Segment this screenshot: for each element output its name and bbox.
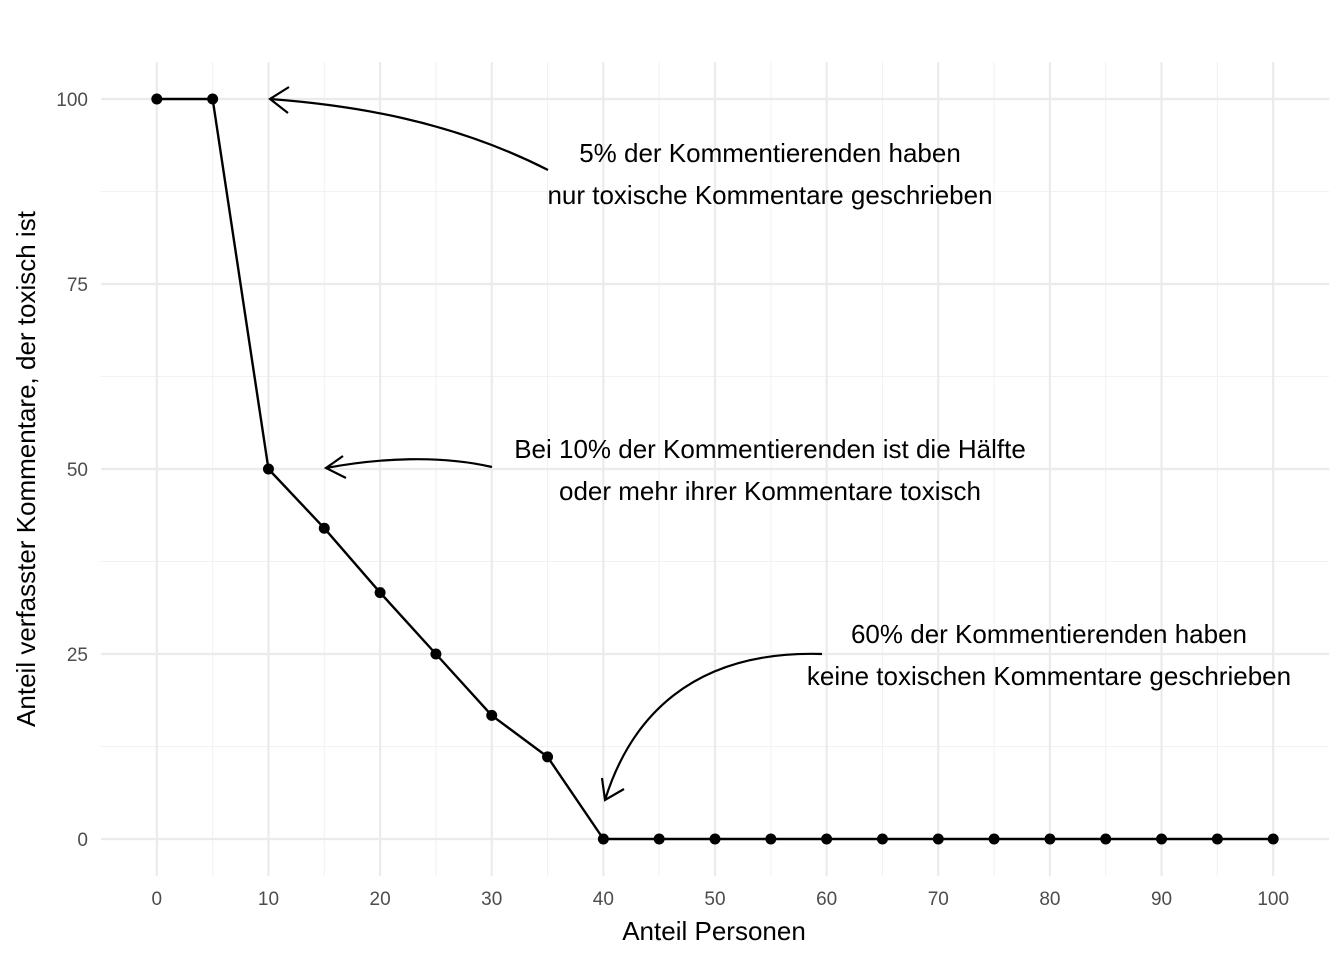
data-points [151,93,1279,845]
grid [101,62,1329,876]
x-axis-title: Anteil Personen [622,916,806,946]
x-tick-label: 40 [593,889,614,910]
data-point [207,93,219,105]
x-tick-label: 10 [258,889,279,910]
x-tick-label: 50 [704,889,725,910]
x-tick-label: 70 [928,889,949,910]
data-point [1211,833,1223,845]
x-tick-label: 90 [1151,889,1172,910]
x-tick-label: 30 [481,889,502,910]
data-point [1100,833,1112,845]
y-tick-label: 50 [67,460,88,481]
data-point [151,93,163,105]
y-axis-title: Anteil verfasster Kommentare, der toxisc… [11,210,41,727]
annotation-arrowhead-2 [323,455,347,479]
data-point [597,833,609,845]
data-point [262,463,274,475]
annotation-arrow-2 [325,458,493,470]
annotation-arrows [268,86,823,802]
y-tick-label: 25 [67,645,88,666]
y-axis-ticks: 0 25 50 75 100 [56,90,88,851]
data-point [430,648,442,660]
data-point [876,833,888,845]
x-tick-label: 0 [152,889,163,910]
annotations: 5% der Kommentierenden haben nur toxisch… [514,138,1291,691]
x-axis-ticks: 0 10 20 30 40 50 60 70 80 90 100 [152,889,1290,910]
data-point [988,833,1000,845]
data-point [821,833,833,845]
x-tick-label: 80 [1039,889,1060,910]
x-tick-label: 100 [1257,889,1289,910]
data-point [1267,833,1279,845]
annotation-arrow-3 [603,652,823,801]
y-tick-label: 0 [77,830,88,851]
annotation-arrow-1 [269,97,549,171]
annotation-2-line-1: Bei 10% der Kommentierenden ist die Hälf… [514,434,1026,464]
annotation-3-line-2: keine toxischen Kommentare geschrieben [807,661,1291,691]
data-point [709,833,721,845]
annotation-arrowhead-3 [600,777,625,802]
annotation-1-line-1: 5% der Kommentierenden haben [579,138,961,168]
data-point [653,833,665,845]
x-tick-label: 20 [370,889,391,910]
data-point [932,833,944,845]
data-point [486,709,498,721]
y-tick-label: 75 [67,275,88,296]
annotation-1-line-2: nur toxische Kommentare geschrieben [547,180,992,210]
x-tick-label: 60 [816,889,837,910]
annotation-arrowhead-1 [268,86,290,114]
data-point [318,522,330,534]
data-point [765,833,777,845]
data-point [542,751,554,763]
data-point [1156,833,1168,845]
data-point [374,587,386,599]
annotation-2-line-2: oder mehr ihrer Kommentare toxisch [559,476,981,506]
y-tick-label: 100 [56,90,88,111]
data-point [1044,833,1056,845]
annotation-3-line-1: 60% der Kommentierenden haben [851,619,1247,649]
